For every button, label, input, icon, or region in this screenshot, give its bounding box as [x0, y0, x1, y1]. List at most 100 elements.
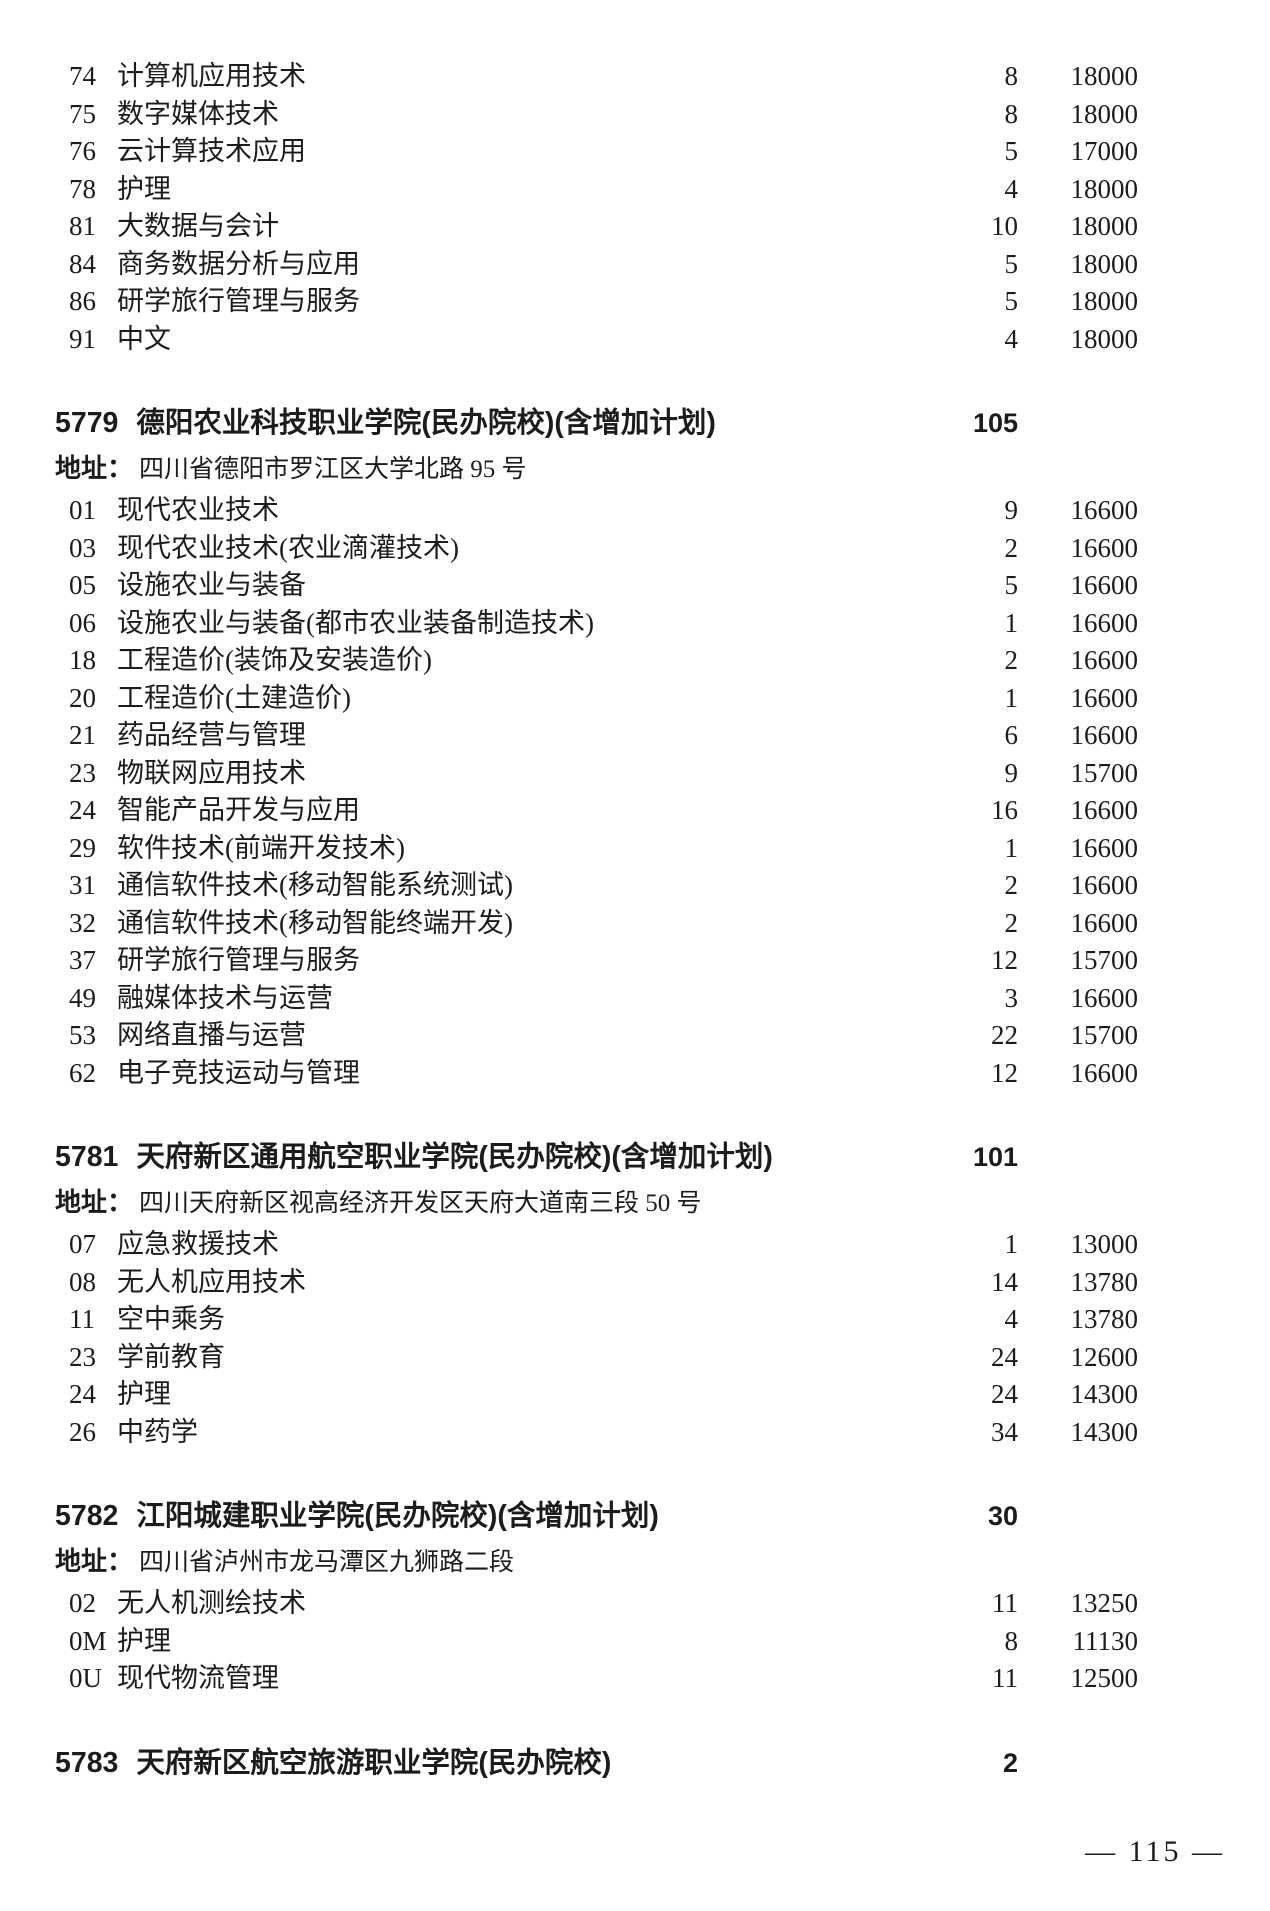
- address-text: 四川省德阳市罗江区大学北路 95 号: [139, 456, 527, 483]
- major-code: 23: [69, 757, 96, 788]
- major-rows: 07 应急救援技术 1 13000 08 无人机应用技术 14 13780 11…: [55, 1226, 1138, 1451]
- major-row: 18 工程造价(装饰及安装造价) 2 16600: [55, 642, 1138, 680]
- major-name: 商务数据分析与应用: [117, 248, 360, 279]
- plan-count: 9: [1004, 757, 1019, 788]
- major-code: 26: [69, 1416, 96, 1447]
- tuition-fee: 16600: [1070, 532, 1139, 563]
- major-code: 32: [69, 907, 96, 938]
- major-name: 护理: [117, 1379, 171, 1409]
- tuition-fee: 16600: [1070, 645, 1139, 675]
- school-name: 天府新区航空旅游职业学院(民办院校): [136, 1746, 612, 1779]
- major-row: 84 商务数据分析与应用 5 18000: [55, 246, 1138, 284]
- tuition-fee: 12600: [1070, 1341, 1139, 1372]
- plan-count: 24: [991, 1341, 1018, 1372]
- major-row: 74 计算机应用技术 8 18000: [55, 58, 1138, 96]
- school-section: 5781 天府新区通用航空职业学院(民办院校)(含增加计划) 101 地址： 四川…: [55, 1134, 1138, 1451]
- plan-count: 8: [1004, 98, 1019, 129]
- major-row: 32 通信软件技术(移动智能终端开发) 2 16600: [55, 905, 1138, 943]
- major-row: 0M 护理 8 11130: [55, 1623, 1138, 1661]
- major-row: 06 设施农业与装备(都市农业装备制造技术) 1 16600: [55, 605, 1138, 643]
- major-code: 24: [69, 795, 96, 825]
- major-code: 11: [69, 1304, 95, 1334]
- plan-count: 2: [1004, 907, 1019, 938]
- address-label: 地址：: [55, 453, 134, 483]
- tuition-fee: 18000: [1070, 323, 1139, 354]
- plan-count: 4: [1004, 1304, 1019, 1334]
- major-name: 护理: [117, 1625, 171, 1656]
- major-code: 29: [69, 832, 96, 863]
- major-code: 62: [69, 1057, 96, 1088]
- major-row: 02 无人机测绘技术 11 13250: [55, 1585, 1138, 1623]
- major-name: 数字媒体技术: [117, 98, 279, 129]
- major-row: 20 工程造价(土建造价) 1 16600: [55, 680, 1138, 718]
- plan-count: 1: [1004, 682, 1019, 713]
- major-name: 软件技术(前端开发技术): [117, 832, 405, 863]
- major-name: 现代物流管理: [117, 1663, 279, 1693]
- major-code: 02: [69, 1588, 96, 1618]
- major-code: 49: [69, 982, 96, 1013]
- school-code: 5782: [55, 1500, 119, 1532]
- major-code: 03: [69, 532, 96, 563]
- tuition-fee: 14300: [1070, 1416, 1139, 1447]
- plan-count: 2: [1004, 870, 1019, 900]
- tuition-fee: 16600: [1070, 570, 1139, 600]
- major-rows: 01 现代农业技术 9 16600 03 现代农业技术(农业滴灌技术) 2 16…: [55, 492, 1138, 1092]
- major-name: 网络直播与运营: [117, 1020, 306, 1050]
- major-row: 03 现代农业技术(农业滴灌技术) 2 16600: [55, 530, 1138, 568]
- tuition-fee: 13780: [1070, 1266, 1139, 1297]
- plan-count: 10: [991, 211, 1018, 241]
- major-name: 无人机测绘技术: [117, 1588, 306, 1618]
- school-code: 5779: [55, 407, 119, 439]
- major-code: 0M: [69, 1625, 107, 1656]
- plan-count: 2: [1004, 532, 1019, 563]
- major-row: 49 融媒体技术与运营 3 16600: [55, 980, 1138, 1018]
- major-row: 01 现代农业技术 9 16600: [55, 492, 1138, 530]
- major-name: 电子竞技运动与管理: [117, 1057, 360, 1088]
- tuition-fee: 18000: [1070, 211, 1139, 241]
- school-plan-total: 105: [972, 408, 1018, 438]
- major-name: 云计算技术应用: [117, 136, 306, 166]
- plan-count: 5: [1004, 136, 1019, 166]
- major-name: 工程造价(土建造价): [117, 682, 351, 713]
- page-content: 74 计算机应用技术 8 18000 75 数字媒体技术 8 18000 76 …: [55, 58, 1138, 1786]
- major-code: 86: [69, 286, 96, 316]
- major-name: 通信软件技术(移动智能系统测试): [117, 870, 513, 900]
- major-row: 37 研学旅行管理与服务 12 15700: [55, 942, 1138, 980]
- tuition-fee: 15700: [1070, 945, 1139, 975]
- major-name: 大数据与会计: [117, 211, 279, 241]
- tuition-fee: 16600: [1070, 832, 1139, 863]
- major-code: 75: [69, 98, 96, 129]
- major-code: 84: [69, 248, 96, 279]
- major-code: 23: [69, 1341, 96, 1372]
- major-name: 智能产品开发与应用: [117, 795, 360, 825]
- tuition-fee: 18000: [1070, 173, 1139, 204]
- school-address: 地址： 四川省泸州市龙马潭区九狮路二段: [55, 1539, 1138, 1585]
- plan-count: 12: [991, 945, 1018, 975]
- plan-count: 3: [1004, 982, 1019, 1013]
- page-number: — 115 —: [1085, 1835, 1225, 1868]
- address-text: 四川天府新区视高经济开发区天府大道南三段 50 号: [139, 1190, 702, 1217]
- tuition-fee: 16600: [1070, 870, 1139, 900]
- major-row: 86 研学旅行管理与服务 5 18000: [55, 283, 1138, 321]
- plan-count: 34: [991, 1416, 1018, 1447]
- address-label: 地址：: [55, 1187, 134, 1217]
- major-name: 工程造价(装饰及安装造价): [117, 645, 432, 675]
- school-name: 天府新区通用航空职业学院(民办院校)(含增加计划): [136, 1141, 773, 1173]
- major-name: 无人机应用技术: [117, 1266, 306, 1297]
- school-header: 5781 天府新区通用航空职业学院(民办院校)(含增加计划) 101: [55, 1134, 1138, 1180]
- major-code: 08: [69, 1266, 96, 1297]
- tuition-fee: 15700: [1070, 1020, 1139, 1050]
- school-address: 地址： 四川省德阳市罗江区大学北路 95 号: [55, 446, 1138, 492]
- tuition-fee: 13000: [1070, 1229, 1139, 1259]
- major-name: 现代农业技术: [117, 495, 279, 525]
- major-name: 设施农业与装备(都市农业装备制造技术): [117, 607, 594, 638]
- school-sections: 5779 德阳农业科技职业学院(民办院校)(含增加计划) 105 地址： 四川省德…: [55, 400, 1138, 1786]
- carryover-rows: 74 计算机应用技术 8 18000 75 数字媒体技术 8 18000 76 …: [55, 58, 1138, 358]
- tuition-fee: 12500: [1070, 1663, 1139, 1693]
- address-label: 地址：: [55, 1546, 134, 1576]
- school-header: 5782 江阳城建职业学院(民办院校)(含增加计划) 30: [55, 1493, 1138, 1539]
- major-row: 78 护理 4 18000: [55, 171, 1138, 209]
- tuition-fee: 14300: [1070, 1379, 1139, 1409]
- plan-count: 6: [1004, 720, 1019, 750]
